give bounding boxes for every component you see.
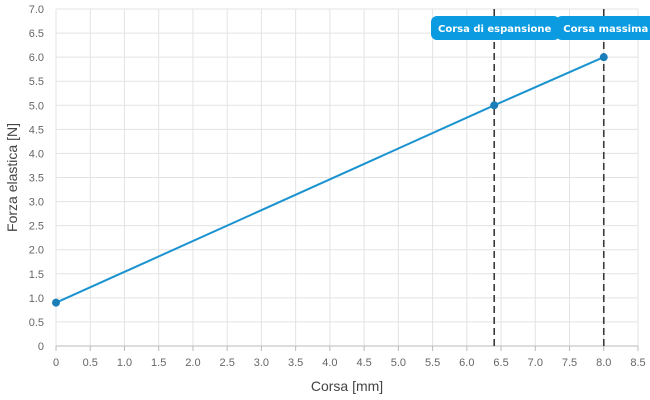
x-tick-label: 0 — [53, 357, 59, 369]
annotation-label: Corsa di espansione — [438, 24, 552, 35]
data-point[interactable] — [52, 298, 60, 307]
y-tick-label: 0 — [38, 341, 44, 353]
annotation-label: Corsa massima — [563, 24, 648, 35]
y-tick-label: 2.0 — [29, 245, 44, 257]
x-tick-label: 3.5 — [288, 357, 303, 369]
x-tick-label: 1.5 — [151, 357, 166, 369]
annotations: Corsa di espansione Corsa massima — [431, 16, 650, 40]
x-tick-label: 2.0 — [185, 357, 200, 369]
data-point[interactable] — [599, 53, 608, 62]
x-tick-label: 5.0 — [391, 357, 406, 369]
y-tick-label: 6.0 — [29, 52, 44, 64]
y-tick-label: 1.5 — [29, 269, 44, 281]
x-tick-label: 6.5 — [493, 357, 508, 369]
x-tick-label: 7.5 — [562, 357, 577, 369]
x-tick-label: 4.0 — [322, 357, 337, 369]
y-tick-label: 6.5 — [29, 28, 44, 40]
annotation-box — [555, 16, 650, 40]
x-tick-label: 3.0 — [254, 357, 269, 369]
y-tick-label: 5.0 — [29, 100, 44, 112]
y-tick-label: 3.5 — [29, 173, 44, 185]
x-tick-label: 8.0 — [596, 357, 611, 369]
axes: 0 0.5 1.0 1.5 2.0 2.5 3.0 3.5 4.0 4.5 5.0 5.5 6.0 6.5… — [29, 4, 646, 369]
x-tick-label: 8.5 — [630, 357, 645, 369]
y-tick-label: 3.0 — [29, 197, 44, 209]
x-tick-label: 6.0 — [459, 357, 474, 369]
x-axis-title: Corsa [mm] — [311, 378, 383, 394]
y-tick-label: 2.5 — [29, 221, 44, 233]
y-tick-label: 1.0 — [29, 293, 44, 305]
grid — [55, 8, 639, 347]
y-tick-label: 5.5 — [29, 76, 44, 88]
y-tick-label: 4.0 — [29, 148, 44, 160]
x-tick-label: 5.5 — [425, 357, 440, 369]
x-tick-label: 2.5 — [220, 357, 235, 369]
y-tick-label: 0.5 — [29, 317, 44, 329]
reference-lines — [493, 9, 605, 346]
y-tick-label: 4.5 — [29, 124, 44, 136]
x-tick-label: 4.5 — [356, 357, 371, 369]
x-tick-label: 0.5 — [83, 357, 98, 369]
data-point[interactable] — [490, 101, 499, 110]
series — [52, 53, 608, 307]
annotation-box — [431, 16, 560, 40]
y-axis-title: Forza elastica [N] — [4, 123, 20, 232]
x-tick-label: 1.0 — [117, 357, 132, 369]
x-tick-label: 7.0 — [528, 357, 543, 369]
y-tick-label: 7.0 — [29, 4, 44, 16]
